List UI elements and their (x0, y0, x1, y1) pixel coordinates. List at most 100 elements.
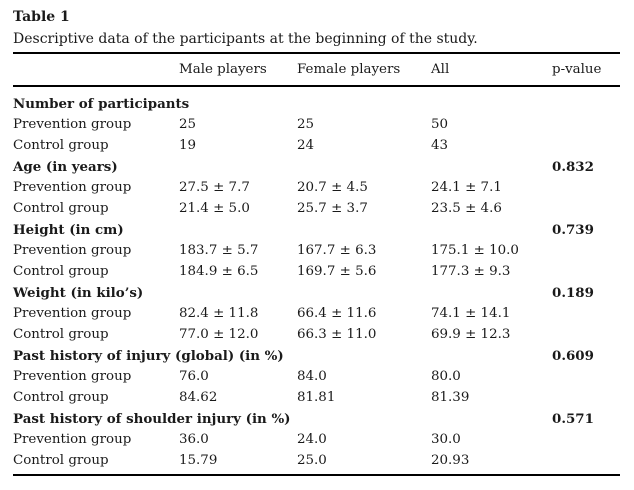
table-row: Prevention group 36.0 24.0 30.0 (13, 429, 620, 450)
cell-male: 82.4 ± 11.8 (179, 306, 259, 321)
header-row: Male players Female players All p-value (13, 52, 620, 87)
table-body: Number of participants Prevention group … (13, 86, 620, 476)
cell-p-value (552, 450, 620, 476)
cell-female: 24 (297, 138, 315, 153)
row-label: Control group (13, 201, 109, 216)
cell-p-value (552, 114, 620, 135)
cell-male: 183.7 ± 5.7 (179, 243, 259, 258)
table-row: Control group 19 24 43 (13, 135, 620, 156)
cell-male: 21.4 ± 5.0 (179, 201, 250, 216)
table-header: Male players Female players All p-value (13, 52, 620, 87)
section-label: Weight (in kilo’s) (13, 284, 144, 301)
row-label: Prevention group (13, 306, 132, 321)
table-row: Prevention group 76.0 84.0 80.0 (13, 366, 620, 387)
cell-female: 25.0 (297, 450, 431, 476)
table-row: Control group 184.9 ± 6.5 169.7 ± 5.6 17… (13, 261, 620, 282)
cell-p-value: 0.189 (552, 284, 594, 301)
cell-p-value (552, 261, 620, 282)
section-header-number-of-participants: Number of participants (13, 86, 620, 114)
cell-p-value (552, 303, 620, 324)
column-header-empty (13, 52, 179, 87)
cell-female: 81.81 (297, 390, 336, 405)
cell-female: 25 (297, 117, 315, 132)
cell-all: 30.0 (431, 432, 461, 447)
cell-male: 77.0 ± 12.0 (179, 327, 259, 342)
cell-male: 27.5 ± 7.7 (179, 180, 250, 195)
row-label: Prevention group (13, 117, 132, 132)
cell-all: 69.9 ± 12.3 (431, 327, 511, 342)
section-header-weight: Weight (in kilo’s) 0.189 (13, 282, 620, 303)
cell-p-value: 0.739 (552, 221, 594, 238)
cell-p-value (552, 387, 620, 408)
cell-female: 66.4 ± 11.6 (297, 306, 377, 321)
section-header-age: Age (in years) 0.832 (13, 156, 620, 177)
cell-all: 175.1 ± 10.0 (431, 243, 519, 258)
section-label: Age (in years) (13, 158, 118, 175)
cell-all: 43 (431, 138, 449, 153)
table-row: Prevention group 82.4 ± 11.8 66.4 ± 11.6… (13, 303, 620, 324)
row-label: Prevention group (13, 180, 132, 195)
row-label: Prevention group (13, 432, 132, 447)
section-header-height: Height (in cm) 0.739 (13, 219, 620, 240)
cell-male: 25 (179, 117, 197, 132)
cell-female: 20.7 ± 4.5 (297, 180, 368, 195)
table-row: Prevention group 183.7 ± 5.7 167.7 ± 6.3… (13, 240, 620, 261)
cell-p-value (552, 177, 620, 198)
cell-male: 36.0 (179, 432, 209, 447)
cell-all: 24.1 ± 7.1 (431, 180, 502, 195)
cell-all: 81.39 (431, 390, 470, 405)
cell-female: 167.7 ± 6.3 (297, 243, 377, 258)
cell-male: 19 (179, 138, 197, 153)
row-label: Prevention group (13, 243, 132, 258)
column-header-all: All (431, 52, 552, 87)
cell-p-value (552, 198, 620, 219)
table-caption: Descriptive data of the participants at … (13, 31, 478, 47)
cell-p-value: 0.609 (552, 347, 594, 364)
section-label: Height (in cm) (13, 221, 124, 238)
column-header-p-value: p-value (552, 52, 620, 87)
cell-p-value (552, 135, 620, 156)
row-label: Control group (13, 138, 109, 153)
cell-male: 184.9 ± 6.5 (179, 264, 259, 279)
column-header-female-players: Female players (297, 52, 431, 87)
cell-all: 74.1 ± 14.1 (431, 306, 511, 321)
table-row: Control group 15.79 25.0 20.93 (13, 450, 620, 476)
table-row: Prevention group 25 25 50 (13, 114, 620, 135)
descriptive-data-table: Male players Female players All p-value … (13, 52, 620, 476)
cell-male: 15.79 (179, 450, 297, 476)
cell-female: 24.0 (297, 432, 327, 447)
cell-male: 76.0 (179, 369, 209, 384)
cell-all: 20.93 (431, 450, 552, 476)
cell-female: 84.0 (297, 369, 327, 384)
column-header-male-players: Male players (179, 52, 297, 87)
section-label: Number of participants (13, 95, 190, 112)
cell-female: 169.7 ± 5.6 (297, 264, 377, 279)
paper-table-page: Table 1 Descriptive data of the particip… (13, 9, 620, 476)
table-row: Control group 84.62 81.81 81.39 (13, 387, 620, 408)
section-label: Past history of injury (global) (in %) (13, 347, 284, 364)
row-label: Control group (13, 264, 109, 279)
cell-female: 66.3 ± 11.0 (297, 327, 377, 342)
cell-p-value (552, 366, 620, 387)
cell-all: 50 (431, 117, 449, 132)
cell-all: 23.5 ± 4.6 (431, 201, 502, 216)
section-label: Past history of shoulder injury (in %) (13, 410, 291, 427)
table-row: Prevention group 27.5 ± 7.7 20.7 ± 4.5 2… (13, 177, 620, 198)
row-label: Prevention group (13, 369, 132, 384)
section-header-past-injury-global: Past history of injury (global) (in %) 0… (13, 345, 620, 366)
row-label: Control group (13, 390, 109, 405)
cell-female: 25.7 ± 3.7 (297, 201, 368, 216)
cell-p-value (552, 86, 620, 114)
row-label: Control group (13, 327, 109, 342)
cell-all: 177.3 ± 9.3 (431, 264, 511, 279)
cell-p-value (552, 429, 620, 450)
cell-all: 80.0 (431, 369, 461, 384)
cell-p-value (552, 324, 620, 345)
cell-p-value (552, 240, 620, 261)
row-label: Control group (13, 450, 179, 476)
table-title: Table 1 (13, 9, 70, 25)
cell-p-value: 0.832 (552, 158, 594, 175)
section-header-past-shoulder-injury: Past history of shoulder injury (in %) 0… (13, 408, 620, 429)
cell-p-value: 0.571 (552, 410, 594, 427)
cell-male: 84.62 (179, 390, 218, 405)
